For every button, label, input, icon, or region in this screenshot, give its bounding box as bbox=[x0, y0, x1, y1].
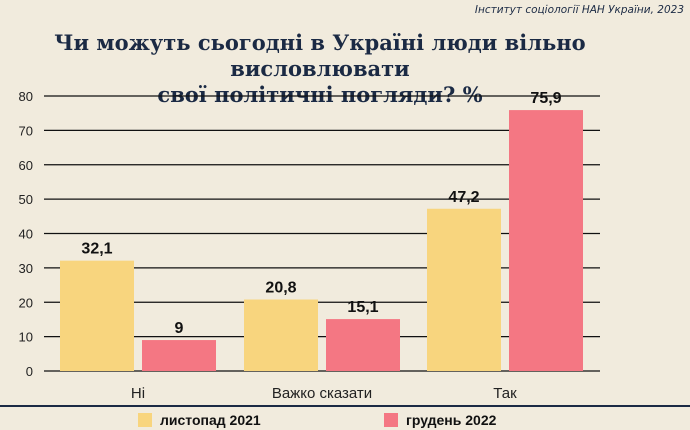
legend-swatch-series-1 bbox=[138, 413, 152, 427]
bar-1-3 bbox=[427, 208, 501, 371]
legend-swatch-series-2 bbox=[384, 413, 398, 427]
source-note: Інститут соціології НАН України, 2023 bbox=[474, 4, 684, 16]
bar-1-1 bbox=[60, 260, 134, 371]
y-tick-label: 60 bbox=[19, 158, 33, 173]
y-tick-label: 30 bbox=[19, 261, 33, 276]
data-label: 9 bbox=[175, 320, 184, 337]
bar-2-3 bbox=[509, 110, 583, 371]
legend-label-series-1: листопад 2021 bbox=[160, 412, 261, 428]
data-label: 32,1 bbox=[81, 241, 112, 258]
bar-1-2 bbox=[244, 299, 318, 371]
chart-title-line-1: Чи можуть сьогодні в Україні люди вільно… bbox=[54, 30, 586, 81]
data-label: 20,8 bbox=[265, 280, 296, 297]
y-tick-label: 50 bbox=[19, 192, 33, 207]
legend: листопад 2021 грудень 2022 bbox=[0, 405, 690, 430]
data-label: 47,2 bbox=[448, 189, 479, 206]
data-label: 15,1 bbox=[347, 299, 378, 316]
bar-chart: 0 10 20 30 40 50 60 70 80 32,1 9 Ні 20,8 15,1 Важко ск… bbox=[19, 89, 600, 402]
y-tick-label: 40 bbox=[19, 227, 33, 242]
y-tick-label: 10 bbox=[19, 330, 33, 345]
y-tick-label: 80 bbox=[19, 89, 33, 104]
x-category-label: Важко сказати bbox=[272, 385, 372, 402]
data-label: 75,9 bbox=[530, 90, 561, 107]
chart-title-line-2: свої політичні погляди? % bbox=[157, 82, 483, 107]
legend-item-series-2: грудень 2022 bbox=[384, 412, 496, 428]
legend-label-series-2: грудень 2022 bbox=[406, 412, 497, 428]
bar-2-2 bbox=[326, 319, 400, 371]
y-tick-label: 70 bbox=[19, 123, 33, 138]
bar-2-1 bbox=[142, 340, 216, 371]
chart-title: Чи можуть сьогодні в Україні люди вільно… bbox=[0, 30, 640, 108]
legend-item-series-1: листопад 2021 bbox=[138, 412, 261, 428]
y-tick-label: 0 bbox=[26, 364, 33, 379]
y-tick-label: 20 bbox=[19, 295, 33, 310]
x-category-label: Так bbox=[493, 385, 517, 402]
x-category-label: Ні bbox=[131, 385, 145, 402]
